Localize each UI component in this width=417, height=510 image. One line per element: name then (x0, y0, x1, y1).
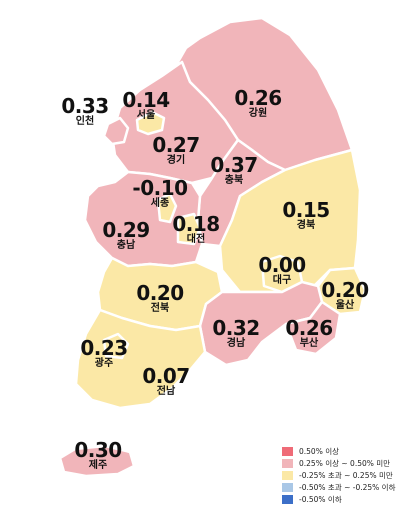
label-jeju: 0.30 제주 (74, 438, 122, 471)
value-gwangju: 0.23 (80, 336, 128, 360)
legend-item: -0.50% 초과 ~ -0.25% 이하 (282, 481, 395, 493)
name-jeonnam: 전남 (156, 386, 176, 397)
name-sejong: 세종 (150, 198, 170, 209)
label-chungbuk: 0.37 충북 (210, 153, 258, 186)
legend-item: 0.25% 이상 ~ 0.50% 미만 (282, 457, 395, 469)
region-incheon[interactable] (102, 116, 130, 146)
value-incheon: 0.33 (61, 94, 109, 118)
value-ulsan: 0.20 (321, 278, 369, 302)
label-jeonnam: 0.07 전남 (142, 364, 190, 397)
name-ulsan: 울산 (335, 300, 355, 311)
legend-label: -0.50% 초과 ~ -0.25% 이하 (299, 482, 396, 492)
name-gwangju: 광주 (94, 358, 114, 369)
label-seoul: 0.14 서울 (122, 88, 170, 121)
region-busan[interactable] (284, 300, 342, 356)
label-gwangju: 0.23 광주 (80, 336, 128, 369)
label-ulsan: 0.20 울산 (321, 278, 369, 311)
name-daejeon: 대전 (186, 234, 206, 245)
name-jeonbuk: 전북 (150, 303, 170, 314)
value-chungbuk: 0.37 (210, 153, 258, 177)
name-gyeonggi: 경기 (166, 155, 186, 166)
value-gangwon: 0.26 (234, 86, 282, 110)
legend-swatch (282, 470, 293, 480)
legend-item: 0.50% 이상 (282, 445, 395, 457)
region-jeonnam[interactable] (74, 308, 207, 410)
region-chungnam[interactable] (83, 170, 204, 268)
name-busan: 부산 (299, 338, 319, 349)
region-sejong[interactable] (156, 192, 178, 224)
name-chungbuk: 충북 (224, 175, 244, 186)
value-sejong: -0.10 (132, 176, 188, 200)
label-gangwon: 0.26 강원 (234, 86, 282, 119)
legend-label: 0.50% 이상 (299, 446, 340, 456)
value-seoul: 0.14 (122, 88, 170, 112)
region-jeju[interactable] (58, 444, 136, 478)
label-gyeongnam: 0.32 경남 (212, 316, 260, 349)
legend-item: -0.50% 이하 (282, 493, 395, 505)
region-seoul[interactable] (135, 110, 166, 136)
legend-label: -0.50% 이하 (299, 494, 342, 504)
name-gangwon: 강원 (248, 108, 268, 119)
legend-swatch (282, 482, 293, 492)
value-daejeon: 0.18 (172, 212, 220, 236)
name-daegu: 대구 (272, 275, 292, 286)
label-jeonbuk: 0.20 전북 (136, 281, 184, 314)
legend-swatch (282, 494, 293, 504)
value-jeonbuk: 0.20 (136, 281, 184, 305)
name-jeju: 제주 (88, 460, 108, 471)
label-busan: 0.26 부산 (285, 316, 333, 349)
name-seoul: 서울 (136, 110, 156, 121)
region-gwangju[interactable] (102, 332, 130, 360)
label-gyeonggi: 0.27 경기 (152, 133, 200, 166)
map-legend: 0.50% 이상 0.25% 이상 ~ 0.50% 미만 -0.25% 초과 ~… (282, 445, 395, 505)
name-chungnam: 충남 (116, 240, 136, 251)
region-daejeon[interactable] (176, 212, 202, 246)
label-daejeon: 0.18 대전 (172, 212, 220, 245)
value-chungnam: 0.29 (102, 218, 150, 242)
legend-item: -0.25% 초과 ~ 0.25% 미만 (282, 469, 395, 481)
name-gyeongnam: 경남 (226, 338, 246, 349)
value-jeonnam: 0.07 (142, 364, 190, 388)
label-chungnam: 0.29 충남 (102, 218, 150, 251)
label-incheon: 0.33 인천 (61, 94, 109, 127)
value-gyeongnam: 0.32 (212, 316, 260, 340)
value-busan: 0.26 (285, 316, 333, 340)
legend-label: 0.25% 이상 ~ 0.50% 미만 (299, 458, 391, 468)
value-gyeongbuk: 0.15 (282, 198, 330, 222)
name-gyeongbuk: 경북 (296, 220, 316, 231)
label-daegu: 0.00 대구 (258, 253, 306, 286)
legend-swatch (282, 446, 293, 456)
legend-swatch (282, 458, 293, 468)
label-gyeongbuk: 0.15 경북 (282, 198, 330, 231)
name-incheon: 인천 (75, 116, 95, 127)
value-jeju: 0.30 (74, 438, 122, 462)
legend-label: -0.25% 초과 ~ 0.25% 미만 (299, 470, 393, 480)
value-daegu: 0.00 (258, 253, 306, 277)
value-gyeonggi: 0.27 (152, 133, 200, 157)
label-sejong: -0.10 세종 (132, 176, 188, 209)
